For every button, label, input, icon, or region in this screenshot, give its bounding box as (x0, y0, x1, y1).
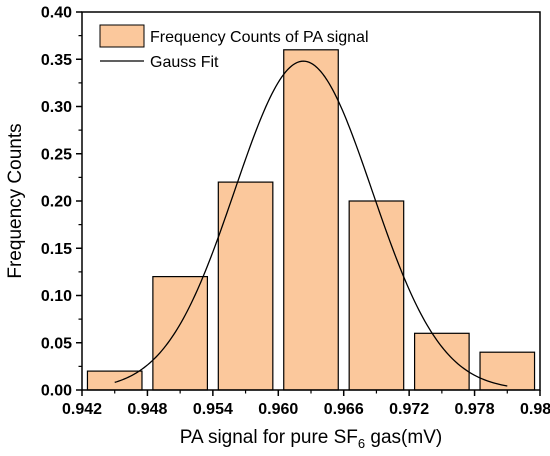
y-tick-label: 0.40 (41, 5, 72, 22)
x-axis-title-subscript: 6 (358, 436, 365, 451)
legend-bar-swatch (99, 24, 145, 48)
bars-layer (86, 49, 536, 391)
x-tick-label: 0.978 (455, 401, 495, 418)
x-tick-label: 0.966 (324, 401, 364, 418)
gauss-fit-curve (114, 60, 508, 387)
y-axis-title: Frequency Counts (5, 123, 26, 278)
legend-line-label: Gauss Fit (150, 54, 219, 71)
histogram-bar-5 (348, 200, 405, 391)
x-tick-label: 0.942 (62, 401, 102, 418)
y-tick-label: 0.30 (41, 99, 72, 116)
y-ticks: 0.00 0.05 0.10 0.15 0.20 0.25 0.30 0.35 0.40 (41, 5, 82, 400)
y-tick-label: 0.25 (41, 146, 72, 163)
y-tick-label: 0.10 (41, 288, 72, 305)
x-tick-label: 0.972 (389, 401, 429, 418)
histogram-bar-7 (479, 351, 536, 391)
legend: Frequency Counts of PA signal Gauss Fit (99, 24, 369, 71)
y-tick-label: 0.15 (41, 241, 72, 258)
histogram-bar-3 (217, 181, 274, 391)
y-tick-label: 0.05 (41, 335, 72, 352)
x-tick-label: 0.984 (520, 401, 550, 418)
x-ticks: 0.942 0.948 0.954 0.960 0.966 0.972 0.978 0.984 (62, 390, 550, 418)
x-tick-label: 0.948 (127, 401, 167, 418)
y-tick-label: 0.00 (41, 383, 72, 400)
y-tick-label: 0.35 (41, 52, 72, 69)
x-axis-title-end: gas(mV) (365, 427, 442, 448)
histogram-bar-6 (413, 332, 470, 391)
x-axis-title-main: PA signal for pure SF (180, 427, 358, 448)
histogram-bar-2 (152, 276, 209, 391)
histogram-bar-4 (283, 49, 339, 391)
x-tick-label: 0.954 (193, 401, 233, 418)
x-axis-title: PA signal for pure SF6 gas(mV) (180, 427, 442, 451)
legend-bar-label: Frequency Counts of PA signal (150, 29, 369, 46)
gauss-fit-layer (114, 60, 508, 387)
x-tick-label: 0.960 (258, 401, 298, 418)
y-tick-label: 0.20 (41, 194, 72, 211)
